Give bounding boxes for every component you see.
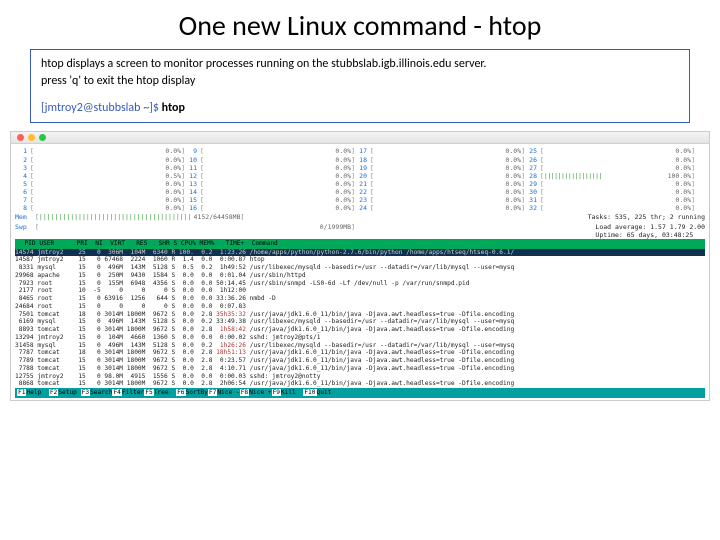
function-key-bar: F1Help F2Setup F3SearchF4FilterF5Tree F6… [15, 388, 705, 398]
process-row[interactable]: 7788 tomcat 15 0 3014M 1800M 9672 S 0.0 … [15, 365, 705, 373]
cpu-meter: 6[0.0%] [15, 188, 185, 196]
cpu-meters: 1[0.0%]9[0.0%]17[0.0%]25[0.0%] 2[0.0%]10[… [15, 147, 705, 212]
cpu-meter: 14[0.0%] [185, 188, 355, 196]
meta-column: Tasks: 535, 225 thr; 2 running [588, 213, 705, 221]
cpu-meter: 25[0.0%] [525, 147, 695, 155]
swp-value: 0/1999MB [320, 223, 351, 239]
terminal-screenshot: 1[0.0%]9[0.0%]17[0.0%]25[0.0%] 2[0.0%]10[… [10, 131, 710, 400]
swp-label: Swp [15, 223, 35, 239]
cpu-meter: 15[0.0%] [185, 196, 355, 204]
description-box: htop displays a screen to monitor proces… [30, 49, 690, 123]
desc-line2: press 'q' to exit the htop display [41, 73, 679, 90]
memory-row: Mem [|||||||||||||||||||||||||||||||||||… [15, 213, 705, 221]
cpu-meter: 23[0.0%] [355, 196, 525, 204]
window-titlebar [11, 132, 709, 144]
cpu-meter: 13[0.0%] [185, 180, 355, 188]
mem-value: 4152/64458MB [194, 213, 241, 221]
process-row[interactable]: 2177 root 10 -5 0 0 0 S 0.0 0.0 1h12:00 [15, 287, 705, 295]
process-header: PID USER PRI NI VIRT RES SHR S CPU% MEM%… [15, 239, 705, 249]
uptime-line: Uptime: 65 days, 03:48:25 [595, 231, 705, 239]
terminal-body: 1[0.0%]9[0.0%]17[0.0%]25[0.0%] 2[0.0%]10[… [11, 144, 709, 399]
cpu-meter: 30[0.0%] [525, 188, 695, 196]
process-row[interactable]: 7787 tomcat 18 0 3014M 1800M 9672 S 0.0 … [15, 349, 705, 357]
shell-prompt: [jmtroy2@stubbslab ~]$ [41, 101, 159, 115]
cpu-meter: 17[0.0%] [355, 147, 525, 155]
cpu-meter: 27[0.0%] [525, 164, 695, 172]
slide-title: One new Linux command - htop [0, 0, 720, 49]
cpu-meter: 28[|||||||||||||||||100.0%] [525, 172, 695, 180]
cpu-meter: 7[0.0%] [15, 196, 185, 204]
cpu-meter: 16[0.0%] [185, 204, 355, 212]
process-row[interactable]: 24684 root 15 0 0 0 0 S 0.0 0.0 0:07.83 [15, 303, 705, 311]
cpu-meter: 26[0.0%] [525, 156, 695, 164]
cpu-meter: 29[0.0%] [525, 180, 695, 188]
process-row[interactable]: 12755 jmtroy2 15 0 98.0M 4915 1556 S 0.0… [15, 373, 705, 381]
process-row[interactable]: 8893 tomcat 15 0 3014M 1800M 9672 S 0.0 … [15, 326, 705, 334]
cpu-meter: 31[0.0%] [525, 196, 695, 204]
shell-command: htop [162, 101, 185, 115]
process-row[interactable]: 7501 tomcat 18 0 3014M 1800M 9672 S 0.0 … [15, 311, 705, 319]
process-row[interactable]: 7789 tomcat 15 0 3014M 1800M 9672 S 0.0 … [15, 357, 705, 365]
process-row[interactable]: 7923 root 15 0 155M 6948 4356 S 0.0 0.0 … [15, 280, 705, 288]
process-row[interactable]: 31458 mysql 15 0 496M 143M 5128 S 0.0 0.… [15, 342, 705, 350]
cpu-meter: 1[0.0%] [15, 147, 185, 155]
process-row[interactable]: 6169 mysql 15 0 496M 143M 5128 S 0.0 0.2… [15, 318, 705, 326]
cpu-meter: 8[0.0%] [15, 204, 185, 212]
swap-row: Swp [ 0/1999MB] Load average: 1.57 1.79 … [15, 223, 705, 239]
close-icon[interactable] [17, 134, 24, 141]
process-row[interactable]: 13294 jmtroy2 15 0 104M 4660 1360 S 0.0 … [15, 334, 705, 342]
tasks-line: Tasks: 535, 225 thr; 2 running [588, 213, 705, 221]
mem-label: Mem [15, 213, 35, 221]
cpu-meter: 9[0.0%] [185, 147, 355, 155]
cpu-meter: 18[0.0%] [355, 156, 525, 164]
desc-line1: htop displays a screen to monitor proces… [41, 56, 679, 73]
cpu-meter: 2[0.0%] [15, 156, 185, 164]
process-list: 14574 jmtroy2 25 0 306M 104M 6340 R 100.… [15, 249, 705, 389]
cpu-meter: 3[0.0%] [15, 164, 185, 172]
cpu-meter: 20[0.0%] [355, 172, 525, 180]
minimize-icon[interactable] [28, 134, 35, 141]
process-row[interactable]: 8868 tomcat 15 0 3014M 1800M 9672 S 0.0 … [15, 380, 705, 388]
mem-bar: ||||||||||||||||||||||||||||||||||||||| [39, 213, 192, 221]
cpu-meter: 5[0.0%] [15, 180, 185, 188]
load-line: Load average: 1.57 1.79 2.00 [595, 223, 705, 231]
cpu-meter: 32[0.0%] [525, 204, 695, 212]
cpu-meter: 12[0.0%] [185, 172, 355, 180]
cpu-meter: 11[0.0%] [185, 164, 355, 172]
cpu-meter: 21[0.0%] [355, 180, 525, 188]
cpu-meter: 4[0.5%] [15, 172, 185, 180]
cpu-meter: 19[0.0%] [355, 164, 525, 172]
process-row[interactable]: 14587 jmtroy2 15 0 67468 2224 1060 R 1.4… [15, 256, 705, 264]
cpu-meter: 10[0.0%] [185, 156, 355, 164]
cpu-meter: 24[0.0%] [355, 204, 525, 212]
process-row[interactable]: 8331 mysql 15 0 496M 143M 5128 S 0.5 0.2… [15, 264, 705, 272]
zoom-icon[interactable] [39, 134, 46, 141]
process-row[interactable]: 8465 root 15 0 63916 1256 644 S 0.0 0.0 … [15, 295, 705, 303]
process-row[interactable]: 29968 apache 15 0 250M 9430 1584 S 0.0 0… [15, 272, 705, 280]
cpu-meter: 22[0.0%] [355, 188, 525, 196]
prompt-line: [jmtroy2@stubbslab ~]$ htop [41, 100, 679, 117]
process-row[interactable]: 14574 jmtroy2 25 0 306M 104M 6340 R 100.… [15, 249, 705, 257]
